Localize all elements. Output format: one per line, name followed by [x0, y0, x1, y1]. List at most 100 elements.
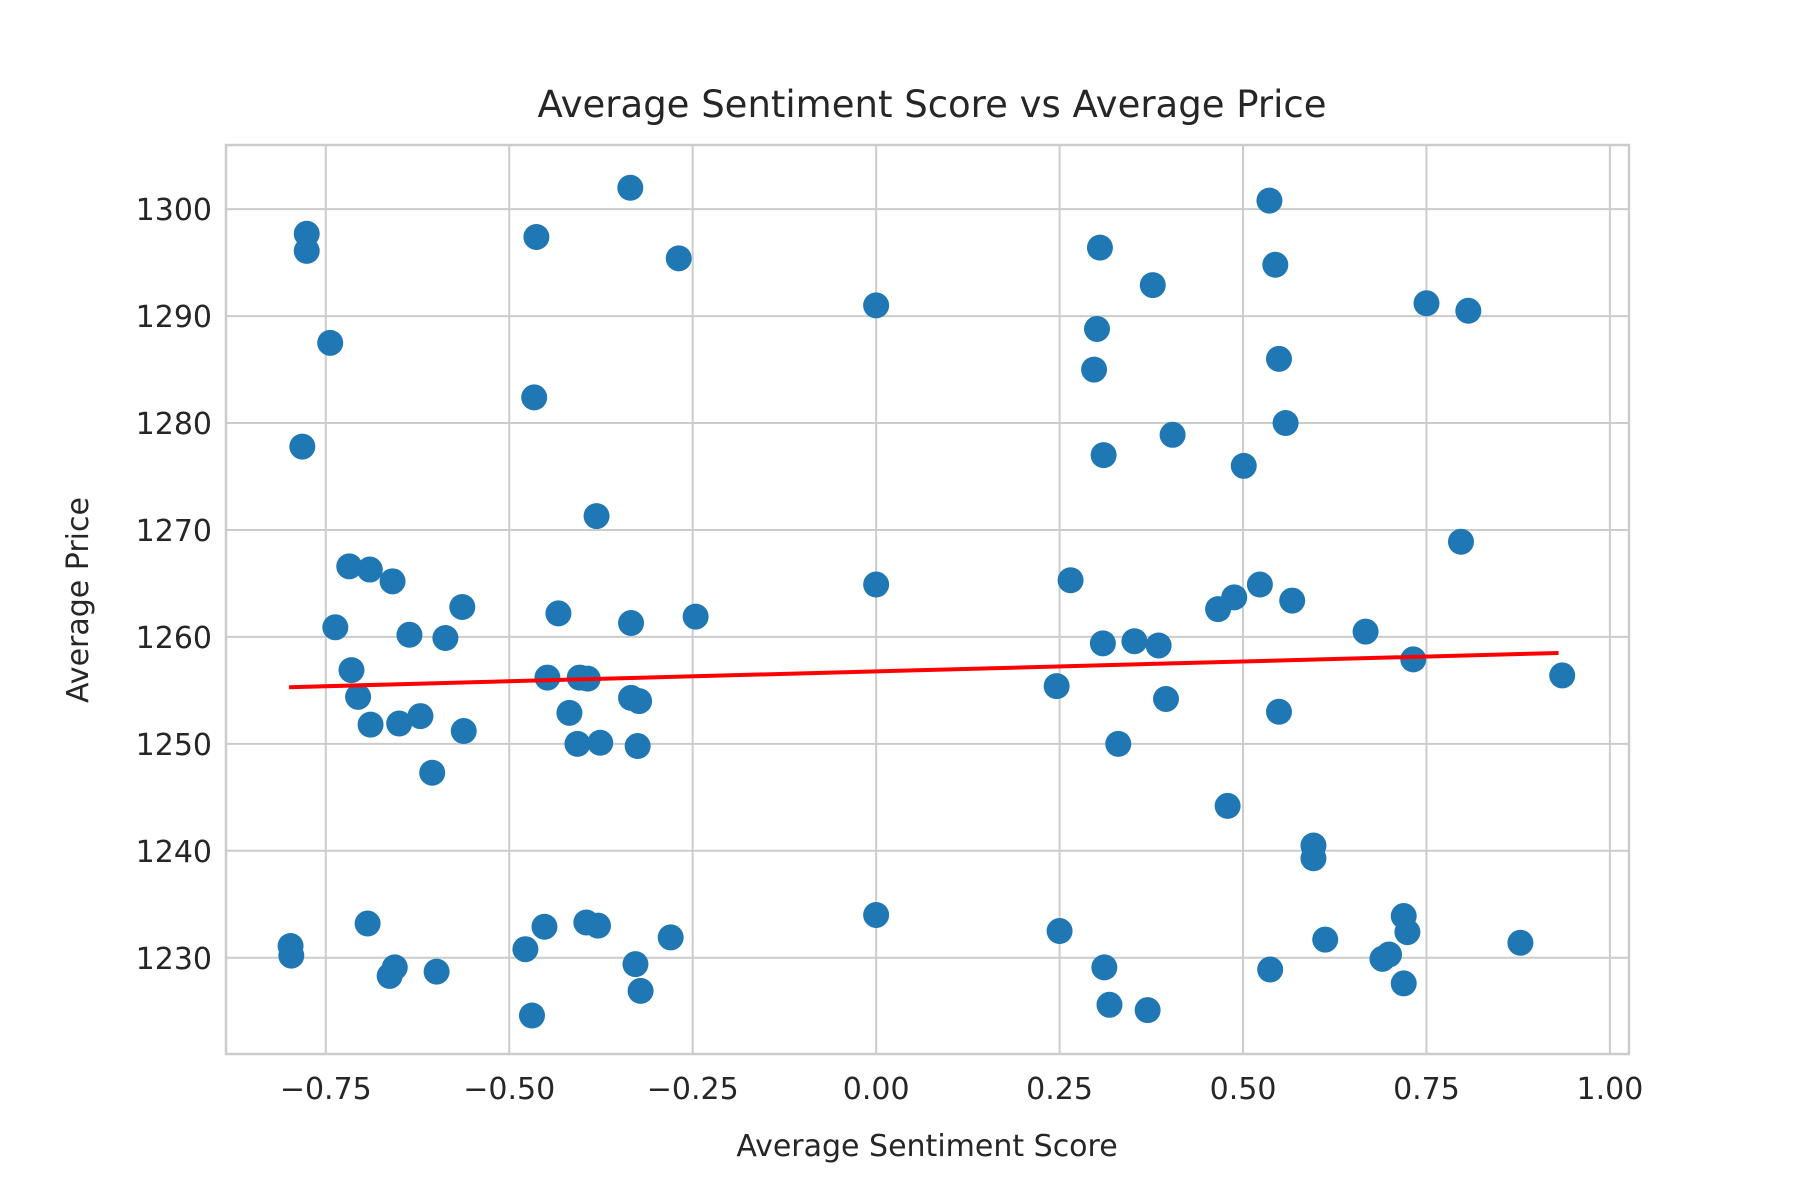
- data-point: [863, 571, 890, 598]
- data-point: [1400, 646, 1427, 673]
- data-point: [386, 710, 413, 737]
- plot-frame: [224, 143, 1631, 1056]
- data-point: [1090, 442, 1117, 469]
- data-point: [627, 977, 654, 1004]
- x-tick-label: −0.75: [280, 1072, 372, 1107]
- data-point: [317, 329, 344, 356]
- data-point: [622, 951, 649, 978]
- x-tick-label: 0.50: [1210, 1072, 1277, 1107]
- data-point: [1257, 956, 1284, 983]
- data-point: [354, 910, 381, 937]
- data-point: [419, 759, 446, 786]
- y-tick-label: 1300: [136, 193, 212, 228]
- x-tick-label: 0.75: [1393, 1072, 1460, 1107]
- x-axis-label: Average Sentiment Score: [736, 1129, 1117, 1164]
- trend-line: [289, 650, 1559, 690]
- data-point: [289, 433, 316, 460]
- y-tick-label: 1260: [136, 621, 212, 656]
- data-point: [356, 556, 383, 583]
- data-point: [617, 174, 644, 201]
- data-point: [1390, 970, 1417, 997]
- data-point: [1086, 234, 1113, 261]
- data-point: [293, 237, 320, 264]
- data-point: [1265, 698, 1292, 725]
- data-point: [1091, 954, 1118, 981]
- data-point: [521, 384, 548, 411]
- data-point: [1121, 628, 1148, 655]
- y-tick-label: 1230: [136, 942, 212, 977]
- data-point: [1145, 632, 1172, 659]
- data-point: [657, 924, 684, 951]
- data-point: [1221, 584, 1248, 611]
- y-tick-label: 1280: [136, 407, 212, 442]
- data-point: [1394, 919, 1421, 946]
- data-point: [1152, 685, 1179, 712]
- y-tick-label: 1270: [136, 514, 212, 549]
- data-point: [1352, 618, 1379, 645]
- data-point: [1265, 345, 1292, 372]
- data-point: [545, 600, 572, 627]
- x-tick-label: −0.50: [463, 1072, 555, 1107]
- data-point: [379, 568, 406, 595]
- data-point: [423, 958, 450, 985]
- data-point: [556, 699, 583, 726]
- data-point: [534, 664, 561, 691]
- y-axis-label: Average Price: [61, 497, 96, 703]
- data-point: [1089, 630, 1116, 657]
- data-point: [1105, 730, 1132, 757]
- data-point: [407, 703, 434, 730]
- data-point: [1256, 187, 1283, 214]
- data-point: [1300, 845, 1327, 872]
- data-point: [512, 936, 539, 963]
- data-point: [338, 657, 365, 684]
- y-tick-labels: 1230 1240 1250 1260 1270 1280 1290 1300: [136, 193, 212, 977]
- data-point: [1084, 315, 1111, 342]
- data-point: [583, 503, 610, 530]
- data-point: [450, 718, 477, 745]
- data-point: [1057, 567, 1084, 594]
- data-point: [1312, 926, 1339, 953]
- data-point: [1046, 918, 1073, 945]
- data-point: [278, 942, 305, 969]
- data-point: [564, 730, 591, 757]
- data-point: [518, 1002, 545, 1029]
- data-point: [665, 245, 692, 272]
- data-point: [1549, 662, 1576, 689]
- data-point: [1455, 297, 1482, 324]
- data-point: [1279, 587, 1306, 614]
- x-tick-label: 1.00: [1577, 1072, 1644, 1107]
- data-point: [587, 729, 614, 756]
- data-point: [682, 603, 709, 630]
- data-point: [626, 688, 653, 715]
- data-point: [1043, 673, 1070, 700]
- data-point: [1134, 997, 1161, 1024]
- data-point: [1081, 356, 1108, 383]
- data-point: [345, 683, 372, 710]
- data-point: [1262, 251, 1289, 278]
- data-point: [1447, 528, 1474, 555]
- data-point: [1507, 929, 1534, 956]
- data-point: [449, 593, 476, 620]
- y-tick-label: 1240: [136, 835, 212, 870]
- data-point: [1376, 941, 1403, 968]
- data-point: [1096, 991, 1123, 1018]
- x-tick-label: 0.25: [1026, 1072, 1093, 1107]
- data-point: [1139, 272, 1166, 299]
- data-point: [432, 624, 459, 651]
- y-tick-label: 1290: [136, 300, 212, 335]
- x-tick-label: −0.25: [647, 1072, 739, 1107]
- chart-title: Average Sentiment Score vs Average Price: [538, 83, 1327, 126]
- y-tick-label: 1250: [136, 728, 212, 763]
- data-point: [863, 292, 890, 319]
- scatter-points: [277, 174, 1576, 1029]
- data-point: [585, 912, 612, 939]
- grid-lines: [226, 145, 1629, 1054]
- data-point: [1230, 452, 1257, 479]
- data-point: [1413, 290, 1440, 317]
- data-point: [1246, 571, 1273, 598]
- data-point: [381, 954, 408, 981]
- data-point: [322, 614, 349, 641]
- data-point: [1272, 410, 1299, 437]
- data-point: [523, 223, 550, 250]
